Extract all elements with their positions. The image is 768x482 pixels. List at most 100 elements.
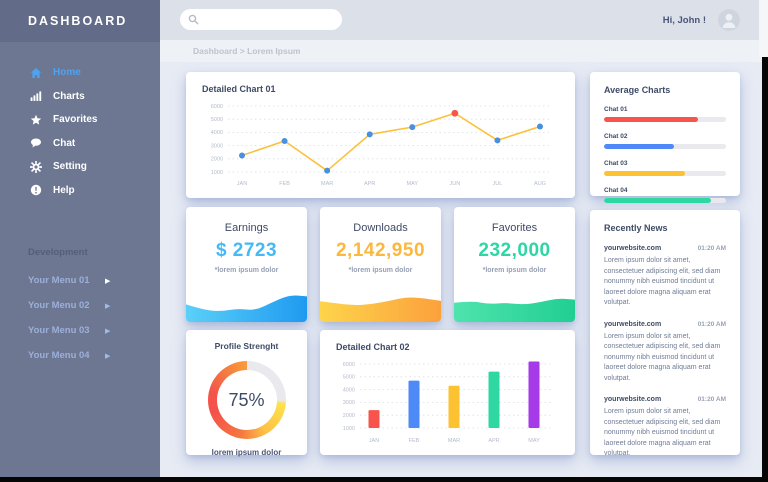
news-item[interactable]: yourwebsite.com 01:20 AM Lorem ipsum dolo…: [604, 245, 726, 309]
x-tick-label: APR: [488, 438, 499, 444]
stat-subtitle: *lorem ipsum dolor: [214, 267, 279, 274]
user-greeting: Hi, John !: [662, 14, 706, 26]
gear-icon: [29, 160, 42, 173]
sidebar-nav: Home Charts Favorites Chat: [0, 61, 160, 202]
panel-detailed-chart-02: Detailed Chart 02 1000 2000 3000 4000 5000 60…: [320, 330, 575, 455]
data-point: [366, 131, 373, 138]
dev-item-label: Your Menu 03: [28, 325, 90, 336]
progress-fill: [604, 171, 685, 176]
panel-profile-strength: Profile Strenght 75% lorem ipsum dolor: [186, 330, 307, 457]
area-sparkline: [186, 295, 307, 322]
progress-list: Chat 01 Chat 02 Chat 03 Chat 04: [604, 106, 726, 203]
panel-recently-news: Recently News yourwebsite.com 01:20 AM Lo…: [590, 210, 740, 455]
sidebar-item-label: Chat: [53, 137, 76, 149]
y-tick-label: 2000: [211, 157, 223, 163]
stat-card-earnings: Earnings $ 2723 *lorem ipsum dolor: [186, 207, 307, 322]
y-tick-label: 6000: [343, 362, 355, 368]
sidebar-item-help[interactable]: Help: [0, 179, 160, 203]
y-tick-label: 5000: [211, 117, 223, 123]
bar-chart-icon: [29, 90, 42, 102]
progress-label: Chat 03: [604, 160, 628, 167]
news-text: Lorem ipsum dolor sit amet, consectetuer…: [604, 408, 721, 455]
x-tick-label: MAR: [321, 181, 333, 187]
sidebar-item-favorites[interactable]: Favorites: [0, 108, 160, 132]
exclamation-circle-icon: [29, 184, 42, 196]
news-source: yourwebsite.com: [604, 396, 662, 403]
stat-subtitle: *lorem ipsum dolor: [482, 267, 547, 274]
news-timestamp: 01:20 AM: [697, 396, 726, 403]
news-item[interactable]: yourwebsite.com 01:20 AM Lorem ipsum dolo…: [604, 396, 726, 455]
panel-detailed-chart-01: Detailed Chart 01 1000 2000 3000 4000 5000 60…: [186, 72, 575, 198]
y-tick-label: 6000: [211, 104, 223, 110]
chevron-right-icon: ▶: [105, 302, 111, 310]
sidebar-item-home[interactable]: Home: [0, 61, 160, 85]
panel-title: Detailed Chart 01: [202, 84, 276, 94]
progress-label: Chat 01: [604, 106, 628, 113]
sidebar-item-setting[interactable]: Setting: [0, 155, 160, 179]
y-tick-label: 4000: [343, 387, 355, 393]
y-tick-label: 5000: [343, 375, 355, 381]
home-icon: [29, 67, 42, 79]
breadcrumb[interactable]: Dashboard > Lorem Ipsum: [160, 40, 768, 62]
progress-track: [604, 171, 726, 176]
progress-row-chat-04: Chat 04: [604, 187, 726, 203]
y-tick-label: 3000: [343, 400, 355, 406]
sidebar-item-your-menu-04[interactable]: Your Menu 04 ▶: [0, 343, 160, 368]
data-point: [239, 152, 245, 159]
app-title: DASHBOARD: [28, 14, 128, 28]
sidebar-item-your-menu-01[interactable]: Your Menu 01 ▶: [0, 268, 160, 293]
x-tick-label: MAR: [448, 438, 460, 444]
panel-title: Recently News: [604, 223, 668, 233]
area-series: [186, 295, 307, 322]
panel-title: Profile Strenght: [214, 341, 279, 351]
search-input[interactable]: [204, 14, 334, 25]
news-source: yourwebsite.com: [604, 320, 662, 328]
chat-bubble-icon: [29, 137, 42, 149]
dev-item-label: Your Menu 04: [28, 350, 90, 361]
sidebar-item-chat[interactable]: Chat: [0, 132, 160, 156]
data-point: [494, 137, 501, 144]
stat-card-favorites: Favorites 232,000 *lorem ipsum dolor: [454, 207, 575, 322]
progress-track: [604, 198, 726, 203]
chevron-right-icon: ▶: [105, 277, 111, 285]
sidebar-item-your-menu-02[interactable]: Your Menu 02 ▶: [0, 293, 160, 318]
bar: [488, 371, 500, 428]
sidebar: DASHBOARD Home Charts Favorites: [0, 0, 160, 477]
bar: [528, 361, 540, 428]
bar: [368, 410, 380, 428]
progress-label: Chat 04: [604, 187, 628, 194]
star-icon: [29, 114, 42, 126]
donut-chart: 75%: [207, 361, 286, 439]
stat-value: 232,000: [478, 240, 551, 261]
news-item[interactable]: yourwebsite.com 01:20 AM Lorem ipsum dolo…: [604, 321, 726, 385]
stat-subtitle: *lorem ipsum dolor: [348, 267, 413, 274]
news-text: Lorem ipsum dolor sit amet, consectetuer…: [604, 257, 721, 306]
area-series: [454, 298, 575, 322]
screen-edge: [0, 477, 768, 482]
sidebar-item-charts[interactable]: Charts: [0, 85, 160, 109]
x-tick-label: JUN: [450, 181, 461, 187]
stat-title: Downloads: [353, 222, 408, 234]
sidebar-item-your-menu-03[interactable]: Your Menu 03 ▶: [0, 318, 160, 343]
stat-value: 2,142,950: [335, 240, 426, 261]
user-avatar[interactable]: [718, 9, 740, 31]
sidebar-item-label: Favorites: [53, 114, 98, 126]
y-tick-label: 1000: [343, 426, 355, 432]
chevron-right-icon: ▶: [105, 327, 111, 335]
x-tick-label: APR: [364, 181, 375, 187]
stat-title: Earnings: [224, 222, 269, 234]
progress-label: Chat 02: [604, 133, 628, 140]
sidebar-section-development: Development: [28, 247, 88, 258]
stat-title: Favorites: [491, 222, 538, 234]
x-tick-label: FEB: [409, 438, 420, 444]
sidebar-header: DASHBOARD: [0, 0, 160, 42]
x-tick-label: JUL: [493, 181, 503, 187]
donut-percent-label: 75%: [228, 389, 265, 410]
screen-edge: [759, 0, 768, 57]
donut-hole: 75%: [216, 370, 277, 430]
progress-row-chat-02: Chat 02: [604, 133, 726, 149]
search-bar[interactable]: [180, 9, 342, 30]
progress-track: [604, 144, 726, 149]
area-sparkline: [454, 298, 575, 322]
